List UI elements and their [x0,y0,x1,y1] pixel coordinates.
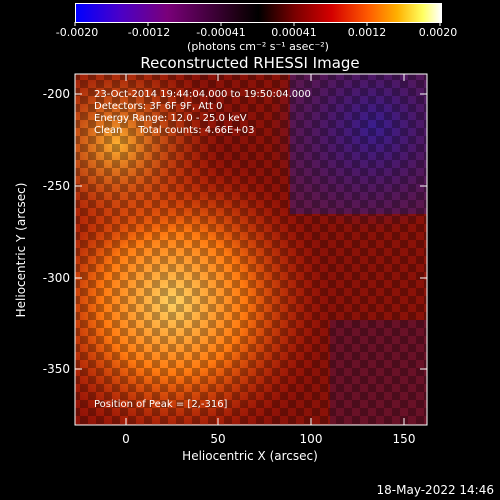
annotation-energy-range: Energy Range: 12.0 - 25.0 keV [94,113,247,124]
x-tick-label: 100 [300,432,323,446]
axis-ticks [75,74,427,425]
colorbar-tick-label: 0.0020 [419,26,458,39]
colorbar-units: (photons cm⁻² s⁻¹ asec⁻²) [187,40,329,53]
x-tick-label: 0 [122,432,130,446]
x-tick-label: 50 [210,432,225,446]
y-axis-label: Heliocentric Y (arcsec) [14,183,28,318]
annotation-time-range: 23-Oct-2014 19:44:04.000 to 19:50:04.000 [94,89,311,100]
x-axis-label: Heliocentric X (arcsec) [182,449,318,463]
plot-title: Reconstructed RHESSI Image [140,54,359,72]
x-tick-label: 150 [393,432,416,446]
annotation-detectors: Detectors: 3F 6F 9F, Att 0 [94,101,222,112]
colorbar-tick-label: -0.0020 [56,26,98,39]
y-tick-label: -300 [43,271,70,285]
footer-timestamp: 18-May-2022 14:46 [377,483,494,497]
annotation-peak-position: Position of Peak = [2,-316] [94,399,228,410]
colorbar-ticks [74,22,441,26]
plot-frame [74,73,428,426]
y-tick-label: -350 [43,362,70,376]
colorbar [75,3,442,23]
colorbar-tick-label: 0.0012 [348,26,387,39]
y-tick-label: -250 [43,179,70,193]
rhessi-image [75,74,427,425]
annotation-clean-counts: Clean Total counts: 4.66E+03 [94,125,254,136]
colorbar-tick-label: -0.0012 [128,26,170,39]
y-tick-label: -200 [43,87,70,101]
colorbar-tick-label: 0.00041 [271,26,317,39]
colorbar-tick-label: -0.00041 [196,26,245,39]
